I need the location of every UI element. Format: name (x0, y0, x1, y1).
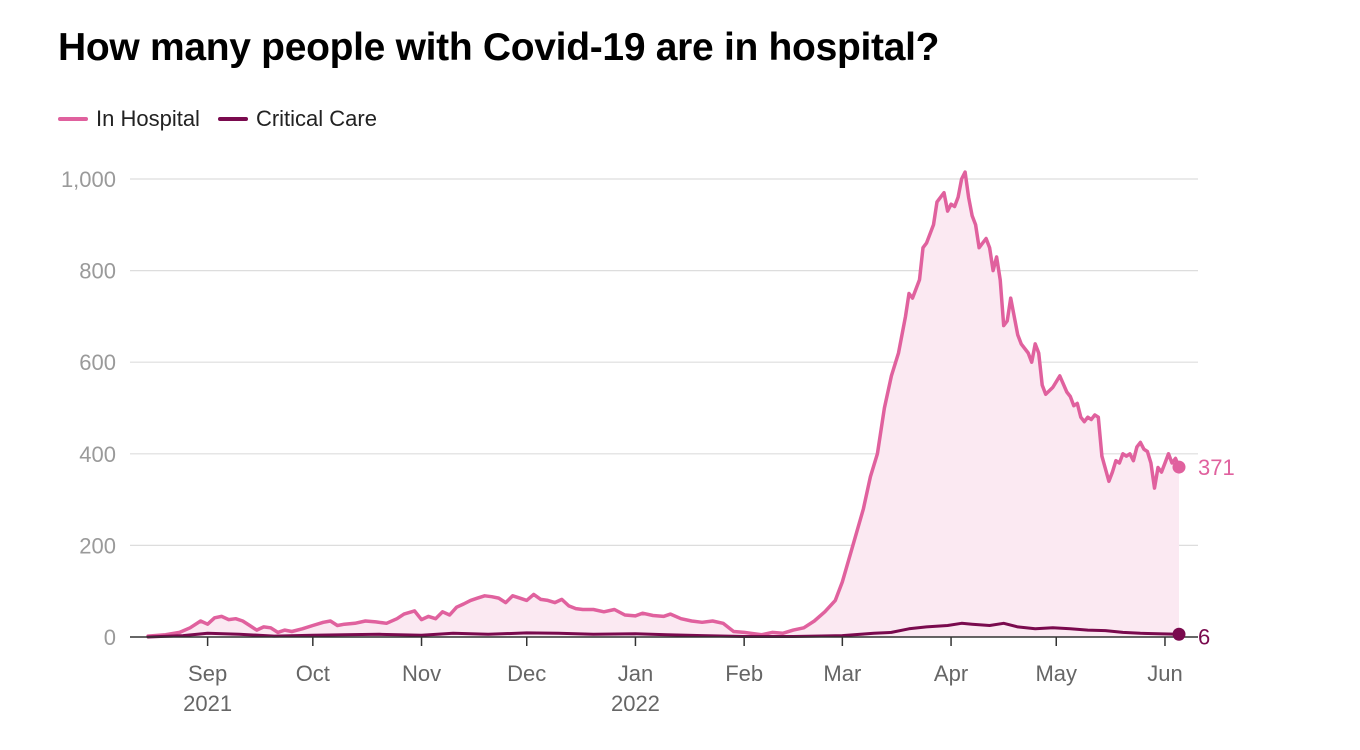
in-hospital-area (148, 172, 1179, 637)
chart-title: How many people with Covid-19 are in hos… (58, 26, 940, 69)
x-tick-label-apr: Apr (934, 661, 968, 686)
x-tick-label-sep: Sep (188, 661, 227, 686)
in-hospital-end-marker (1172, 460, 1186, 474)
x-tick-label-nov: Nov (402, 661, 441, 686)
chart-legend: In Hospital Critical Care (58, 106, 395, 132)
x-tick-year-2022: 2022 (611, 691, 660, 716)
legend-swatch-critical-care (217, 117, 248, 121)
x-tick-label-jun: Jun (1147, 661, 1182, 686)
x-tick-label-oct: Oct (296, 661, 330, 686)
x-tick-label-may: May (1035, 661, 1077, 686)
x-tick-label-dec: Dec (507, 661, 546, 686)
x-axis-ticks: Sep 2021 Oct Nov Dec Jan 2022 Feb Mar Apr May Jun (183, 637, 1183, 716)
y-tick-label-400: 400 (79, 442, 116, 467)
legend-label-critical-care: Critical Care (255, 106, 377, 131)
y-tick-label-0: 0 (104, 625, 116, 650)
y-tick-label-200: 200 (79, 533, 116, 558)
legend-item-in-hospital: In Hospital (58, 106, 200, 132)
critical-care-line (146, 621, 1181, 639)
x-tick-year-2021: 2021 (183, 691, 232, 716)
x-tick-label-feb: Feb (725, 661, 763, 686)
in-hospital-line (146, 170, 1181, 638)
legend-label-in-hospital: In Hospital (96, 106, 200, 131)
y-axis: 0 200 400 600 800 1,000 (61, 167, 116, 650)
critical-care-end-label: 6 (1198, 624, 1210, 649)
critical-care-end-marker (1172, 627, 1186, 641)
area-fill (148, 172, 1179, 637)
y-tick-label-800: 800 (79, 259, 116, 284)
y-tick-label-1000: 1,000 (61, 167, 116, 192)
in-hospital-end-label: 371 (1198, 455, 1235, 480)
x-tick-label-jan: Jan (618, 661, 653, 686)
x-tick-label-mar: Mar (823, 661, 861, 686)
series-lines (146, 170, 1181, 639)
legend-swatch-in-hospital (58, 117, 88, 121)
y-tick-label-600: 600 (79, 350, 116, 375)
legend-item-critical-care: Critical Care (217, 106, 377, 132)
end-markers: 371 6 (1172, 455, 1235, 649)
